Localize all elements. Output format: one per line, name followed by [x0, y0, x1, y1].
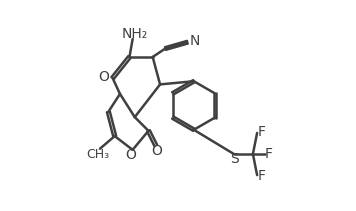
Text: CH₃: CH₃	[86, 147, 109, 161]
Text: NH₂: NH₂	[122, 27, 148, 41]
Text: S: S	[231, 152, 239, 166]
Text: O: O	[125, 148, 136, 162]
Text: O: O	[99, 70, 109, 84]
Text: N: N	[190, 34, 200, 48]
Text: F: F	[265, 147, 273, 161]
Text: F: F	[257, 125, 265, 139]
Text: O: O	[151, 144, 162, 158]
Text: F: F	[257, 169, 265, 183]
